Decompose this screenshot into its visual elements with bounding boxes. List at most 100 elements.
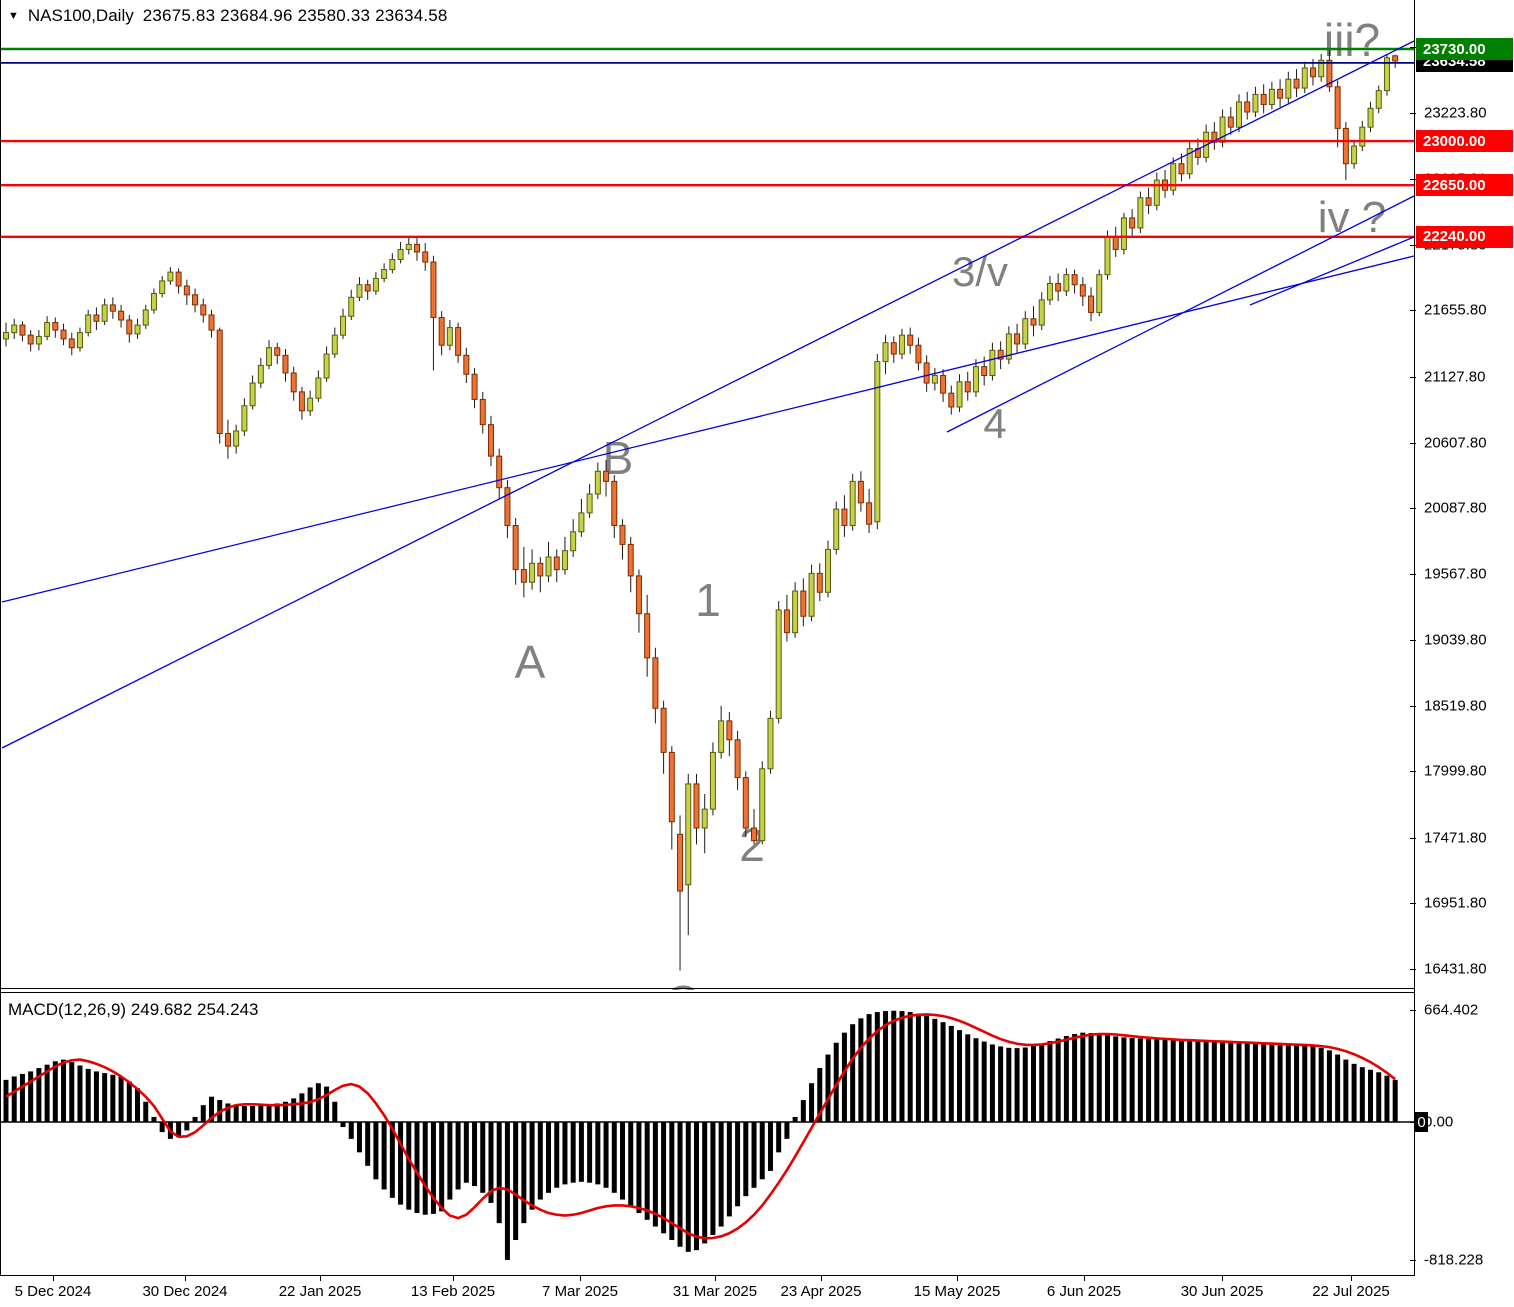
bear-candle [816,572,823,593]
trend-line[interactable] [1,255,1415,603]
macd-histogram-bar [11,1076,17,1122]
date-label[interactable]: 30 Dec 2024 [142,1283,228,1300]
trend-line[interactable] [1249,236,1415,306]
bear-candle [118,310,125,321]
macd-histogram-bar [1359,1067,1365,1122]
macd-histogram-bar [735,1122,741,1207]
macd-histogram-bar [1080,1032,1086,1122]
bear-candle [175,271,182,287]
price-tick-label: 23223.80 [1424,104,1487,122]
bear-candle [1244,101,1251,113]
bear-candle [1088,295,1095,313]
bear-candle [751,827,758,842]
bull-candle [372,277,379,292]
date-label[interactable]: 6 Jun 2025 [1046,1283,1122,1300]
bull-candle [142,309,149,326]
bear-candle [915,344,922,364]
bull-candle [1236,101,1242,128]
macd-histogram-bar [381,1122,387,1190]
macd-histogram-bar [677,1122,683,1247]
date-label[interactable]: 31 Mar 2025 [672,1283,758,1300]
macd-histogram-bar [1096,1033,1102,1122]
bear-candle [668,751,675,823]
macd-histogram-bar [611,1122,617,1193]
macd-histogram-bar [998,1046,1004,1122]
wave-label-iv[interactable]: iv ? [1317,193,1387,242]
bull-candle [233,430,240,447]
macd-histogram-bar [1014,1048,1020,1122]
bear-candle [1055,282,1062,292]
macd-histogram-bar [200,1105,206,1122]
macd-zero-badge: 0 [1415,1112,1428,1132]
macd-histogram-bar [274,1103,280,1122]
date-label[interactable]: 23 Apr 2025 [780,1283,862,1300]
macd-histogram-bar [1088,1032,1094,1122]
bear-candle [126,319,133,335]
macd-signal-line [5,1013,1396,1240]
date-label[interactable]: 5 Dec 2024 [14,1283,92,1300]
date-label[interactable]: 7 Mar 2025 [542,1283,618,1300]
trend-line[interactable] [946,195,1415,433]
macd-histogram-bar [948,1025,954,1122]
trend-line[interactable] [1,40,1415,749]
wave-label-4[interactable]: 4 [983,400,1007,447]
date-label[interactable]: 22 Jul 2025 [1312,1283,1390,1300]
bull-candle [701,808,708,829]
price-tickmark [1410,903,1416,905]
price-axis[interactable]: 23743.8023223.8022695.8022175.8021655.80… [1410,0,1514,1307]
macd-histogram-bar [759,1122,765,1180]
symbol-dropdown-icon[interactable]: ▼ [8,10,19,22]
bear-candle [800,590,807,617]
wave-label-3v[interactable]: 3/v [951,248,1009,295]
pane-splitter-bottom[interactable] [0,992,1415,993]
date-tickmark [715,1275,716,1281]
macd-histogram-bar [1376,1072,1382,1122]
price-tick-label: 18519.80 [1424,697,1487,715]
macd-histogram-bar [118,1076,124,1122]
macd-histogram-bar [883,1011,889,1122]
price-tickmark [1410,573,1416,575]
bull-candle [257,364,264,384]
macd-histogram-bar [1031,1045,1036,1122]
wave-label-iii[interactable]: iii? [1323,14,1381,66]
wave-label-c[interactable]: C [665,979,698,990]
macd-histogram-bar [356,1122,362,1153]
macd-histogram-bar [258,1105,264,1122]
price-tick-label: 19567.80 [1424,565,1487,583]
macd-tick-label: 664.402 [1424,1001,1479,1019]
macd-histogram-bar [784,1122,790,1139]
bear-candle [52,322,59,331]
date-label[interactable]: 22 Jan 2025 [278,1283,362,1300]
bear-candle [216,329,223,434]
bull-candle [1022,318,1029,345]
bear-candle [948,392,955,408]
date-label[interactable]: 15 May 2025 [913,1283,1001,1300]
price-tickmark [1410,705,1416,707]
macd-histogram-bar [891,1010,897,1122]
bull-candle [1367,107,1374,128]
macd-tickmark [1410,1259,1416,1261]
macd-histogram-bar [957,1030,963,1122]
bull-candle [1104,236,1111,276]
macd-tickmark [1410,1122,1416,1123]
bull-candle [331,334,338,355]
axis-border [1414,0,1415,1275]
bear-candle [1227,116,1234,128]
macd-histogram-bar [644,1122,650,1220]
macd-histogram-bar [776,1122,782,1153]
macd-histogram-bar [513,1122,519,1241]
macd-histogram-bar [1137,1038,1143,1122]
macd-histogram-bar [332,1101,338,1122]
wave-label-1[interactable]: 1 [695,574,721,626]
high-value: 23684.96 [220,6,293,25]
date-axis[interactable]: 5 Dec 2024 30 Dec 2024 22 Jan 2025 13 Feb 2… [0,1275,1414,1307]
pane-splitter-top[interactable] [0,988,1415,989]
macd-histogram-bar [702,1122,708,1244]
price-badge-level-red: 22650.00 [1416,174,1513,197]
date-label[interactable]: 13 Feb 2025 [410,1283,496,1300]
macd-histogram-bar [463,1122,469,1183]
date-label[interactable]: 30 Jun 2025 [1180,1283,1264,1300]
wave-label-a[interactable]: A [514,636,546,688]
macd-histogram-bar [93,1071,99,1122]
